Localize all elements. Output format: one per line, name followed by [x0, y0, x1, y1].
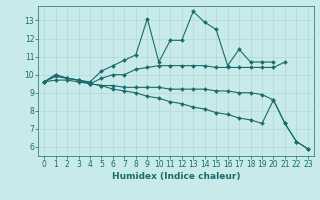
X-axis label: Humidex (Indice chaleur): Humidex (Indice chaleur)	[112, 172, 240, 181]
